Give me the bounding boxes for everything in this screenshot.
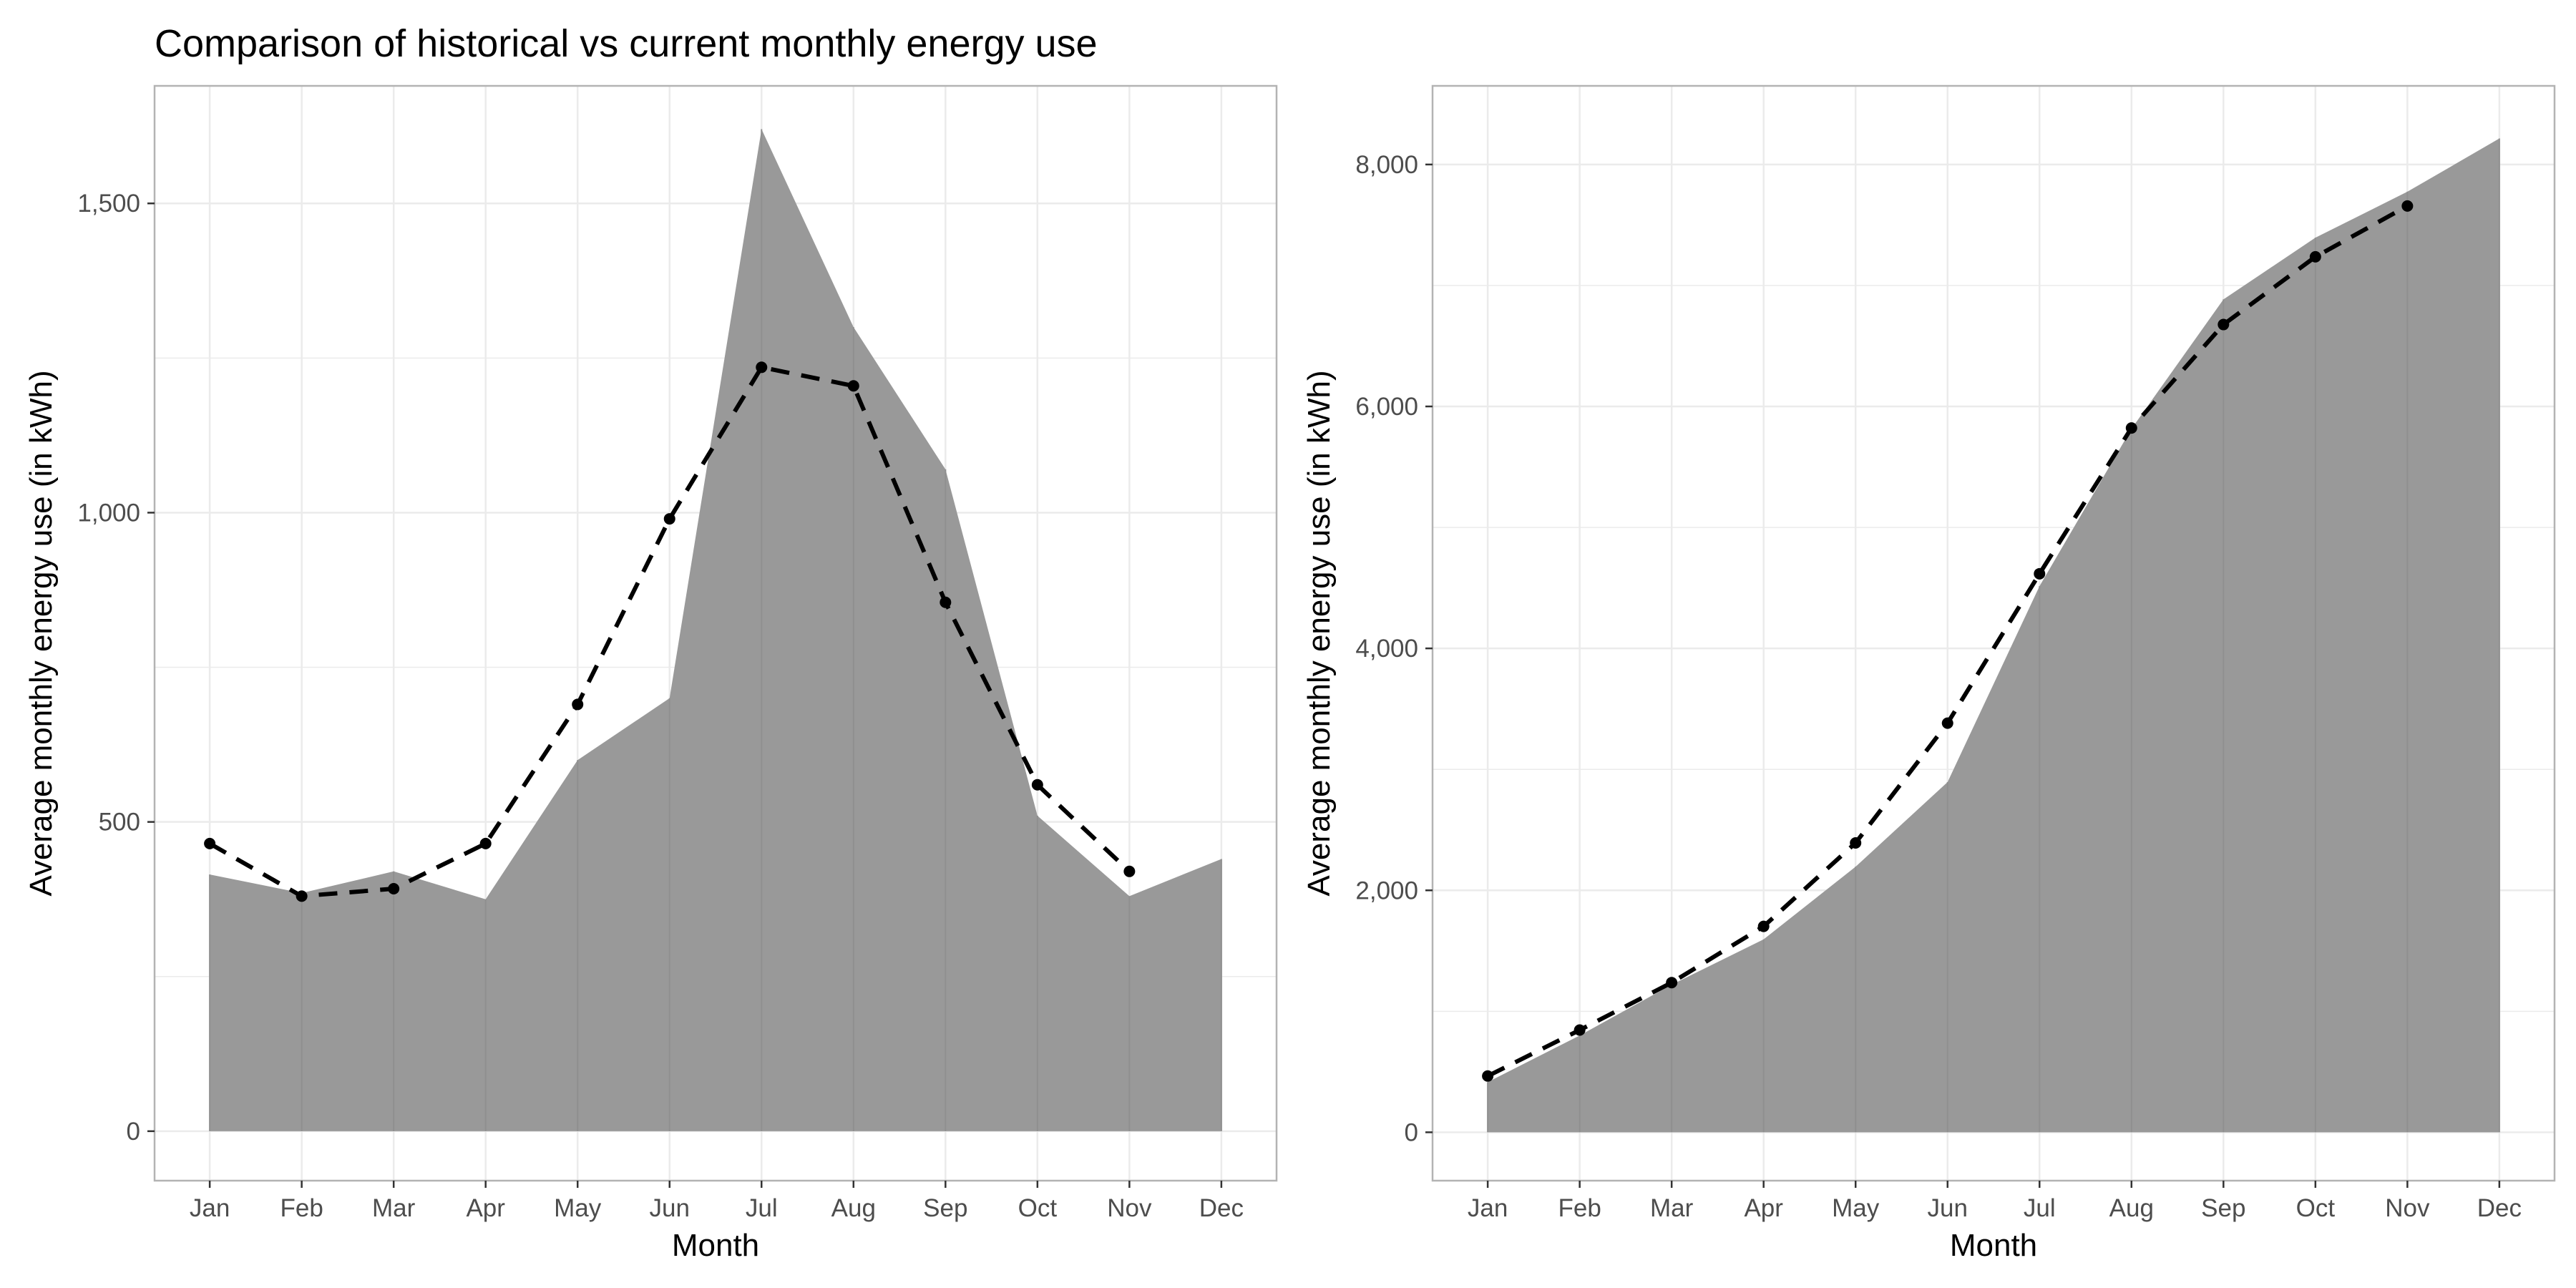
data-point [1123, 865, 1136, 877]
y-tick-label: 6,000 [1355, 393, 1418, 421]
data-point [479, 837, 492, 849]
y-tick-label: 8,000 [1355, 151, 1418, 179]
x-tick-label: May [1832, 1194, 1880, 1222]
x-tick-label: Mar [1650, 1194, 1694, 1222]
data-point [1757, 920, 1770, 932]
data-point [1031, 779, 1043, 791]
x-tick-label: Feb [280, 1194, 323, 1222]
chart-panel-1: 0 500 1,000 1,500 Jan Feb Mar Apr May Jun Jul Aug Se… [24, 84, 1278, 1263]
y-tick-label: 1,500 [77, 190, 140, 218]
x-tick-label: Oct [1018, 1194, 1058, 1222]
data-point [572, 698, 584, 711]
data-point [2218, 318, 2230, 331]
y-tick-label: 0 [1405, 1118, 1418, 1146]
y-tick-label: 1,000 [77, 499, 140, 527]
x-tick-label: Jul [746, 1194, 778, 1222]
data-point [1941, 717, 1953, 729]
panel-border [153, 84, 1278, 1182]
x-tick-label: Aug [2109, 1194, 2154, 1222]
data-point [388, 883, 400, 894]
y-tick-label: 0 [127, 1118, 140, 1146]
x-tick-label: Nov [1107, 1194, 1152, 1222]
data-point [296, 890, 308, 902]
x-tick-label: Jul [2024, 1194, 2056, 1222]
y-axis-title: Average monthly energy use (in kWh) [1302, 370, 1337, 896]
x-axis-title: Month [1950, 1228, 2037, 1263]
y-tick-label: 2,000 [1355, 877, 1418, 904]
chart-panel-2: 0 2,000 4,000 6,000 8,000 Jan Feb Mar Apr May Jun J… [1302, 84, 2556, 1263]
data-point [1666, 977, 1678, 989]
data-point [1850, 836, 1862, 849]
panel-border [1431, 84, 2556, 1182]
x-tick-label: Sep [2201, 1194, 2245, 1222]
data-point [663, 513, 675, 525]
data-point [2034, 567, 2046, 580]
y-tick-label: 4,000 [1355, 635, 1418, 663]
x-tick-label: Nov [2385, 1194, 2430, 1222]
x-tick-label: May [554, 1194, 602, 1222]
x-tick-label: Mar [372, 1194, 416, 1222]
data-point [2401, 200, 2414, 212]
x-tick-label: Oct [2296, 1194, 2336, 1222]
y-tick-label: 500 [99, 809, 140, 836]
x-tick-label: Apr [466, 1194, 505, 1222]
data-point [940, 596, 952, 608]
x-tick-label: Jun [650, 1194, 690, 1222]
x-tick-label: Jan [1468, 1194, 1508, 1222]
x-tick-label: Jan [190, 1194, 230, 1222]
x-tick-label: Feb [1558, 1194, 1601, 1222]
x-axis-title: Month [672, 1228, 759, 1263]
x-tick-label: Dec [2477, 1194, 2522, 1222]
data-point [1574, 1024, 1586, 1036]
y-axis-title: Average monthly energy use (in kWh) [24, 370, 59, 896]
x-tick-label: Jun [1928, 1194, 1968, 1222]
data-point [1482, 1070, 1494, 1082]
area-series [1488, 138, 2499, 1133]
x-tick-label: Sep [923, 1194, 967, 1222]
data-point [756, 361, 768, 374]
data-point [2125, 422, 2137, 434]
x-tick-label: Apr [1744, 1194, 1783, 1222]
chart-title: Comparison of historical vs current mont… [155, 22, 1098, 65]
x-tick-label: Dec [1199, 1194, 1244, 1222]
data-point [847, 380, 859, 392]
dashed-line-series [208, 365, 1131, 899]
data-point [2309, 250, 2321, 263]
area-series [210, 129, 1221, 1131]
data-point [204, 837, 216, 849]
x-tick-label: Aug [831, 1194, 876, 1222]
